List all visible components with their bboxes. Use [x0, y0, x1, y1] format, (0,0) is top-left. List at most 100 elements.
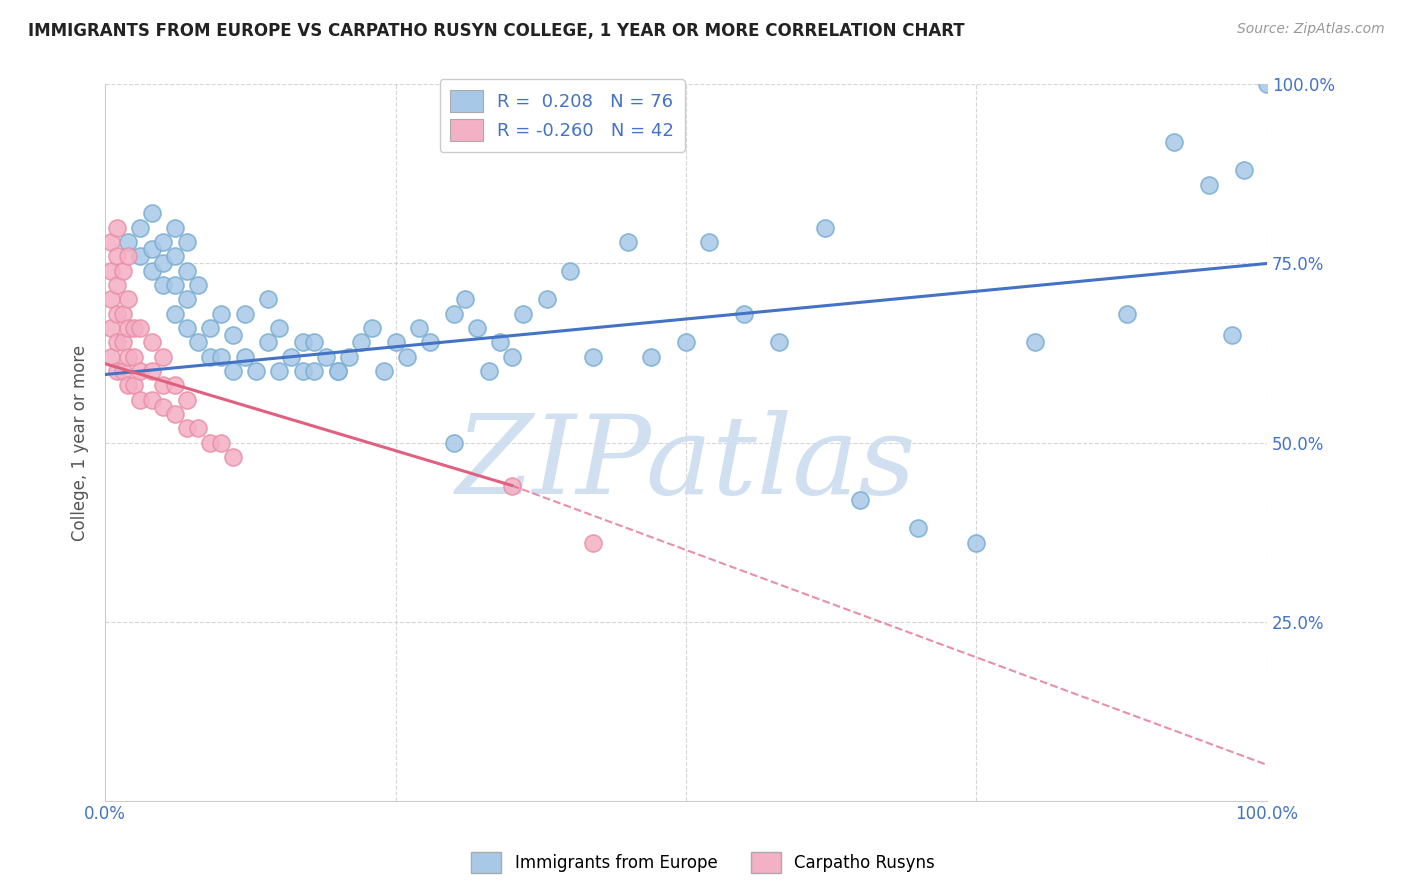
Point	[233, 307, 256, 321]
Point	[582, 350, 605, 364]
Point	[209, 350, 232, 364]
Point	[396, 350, 419, 364]
Point	[443, 307, 465, 321]
Point	[152, 378, 174, 392]
Point	[100, 263, 122, 277]
Point	[141, 392, 163, 407]
Point	[558, 263, 581, 277]
Point	[1163, 135, 1185, 149]
Point	[209, 435, 232, 450]
Point	[291, 364, 314, 378]
Point	[233, 350, 256, 364]
Point	[1256, 78, 1278, 92]
Point	[1024, 335, 1046, 350]
Point	[176, 263, 198, 277]
Point	[269, 364, 291, 378]
Point	[141, 335, 163, 350]
Point	[163, 407, 186, 421]
Point	[465, 321, 488, 335]
Point	[152, 277, 174, 292]
Point	[675, 335, 697, 350]
Point	[443, 435, 465, 450]
Point	[187, 421, 209, 435]
Point	[163, 277, 186, 292]
Point	[1198, 178, 1220, 192]
Point	[141, 263, 163, 277]
Point	[849, 492, 872, 507]
Point	[141, 242, 163, 256]
Point	[337, 350, 360, 364]
Point	[814, 220, 837, 235]
Point	[117, 378, 139, 392]
Point	[105, 220, 128, 235]
Point	[907, 521, 929, 535]
Point	[117, 235, 139, 249]
Point	[111, 263, 134, 277]
Point	[257, 293, 280, 307]
Point	[105, 307, 128, 321]
Point	[105, 364, 128, 378]
Point	[176, 421, 198, 435]
Point	[1233, 163, 1256, 178]
Point	[176, 321, 198, 335]
Point	[501, 350, 523, 364]
Legend: Immigrants from Europe, Carpatho Rusyns: Immigrants from Europe, Carpatho Rusyns	[464, 846, 942, 880]
Point	[163, 249, 186, 263]
Point	[100, 235, 122, 249]
Point	[733, 307, 755, 321]
Point	[209, 307, 232, 321]
Point	[198, 435, 221, 450]
Point	[176, 235, 198, 249]
Point	[245, 364, 267, 378]
Point	[163, 307, 186, 321]
Point	[100, 293, 122, 307]
Point	[141, 364, 163, 378]
Point	[257, 335, 280, 350]
Point	[198, 350, 221, 364]
Y-axis label: College, 1 year or more: College, 1 year or more	[72, 344, 89, 541]
Point	[280, 350, 302, 364]
Point	[269, 321, 291, 335]
Point	[129, 249, 152, 263]
Point	[222, 328, 245, 343]
Point	[129, 220, 152, 235]
Point	[326, 364, 349, 378]
Point	[187, 335, 209, 350]
Point	[105, 277, 128, 292]
Point	[222, 364, 245, 378]
Point	[163, 378, 186, 392]
Point	[373, 364, 395, 378]
Point	[350, 335, 373, 350]
Point	[304, 364, 326, 378]
Point	[105, 335, 128, 350]
Point	[419, 335, 441, 350]
Point	[105, 249, 128, 263]
Point	[111, 335, 134, 350]
Point	[111, 364, 134, 378]
Legend: R =  0.208   N = 76, R = -0.260   N = 42: R = 0.208 N = 76, R = -0.260 N = 42	[440, 79, 685, 153]
Point	[122, 321, 145, 335]
Point	[304, 335, 326, 350]
Point	[117, 249, 139, 263]
Point	[100, 350, 122, 364]
Point	[768, 335, 790, 350]
Point	[187, 277, 209, 292]
Point	[152, 235, 174, 249]
Point	[291, 335, 314, 350]
Point	[100, 321, 122, 335]
Point	[198, 321, 221, 335]
Point	[501, 478, 523, 492]
Point	[141, 206, 163, 220]
Point	[129, 392, 152, 407]
Point	[152, 256, 174, 270]
Point	[361, 321, 384, 335]
Point	[640, 350, 662, 364]
Point	[176, 293, 198, 307]
Point	[454, 293, 477, 307]
Point	[315, 350, 337, 364]
Point	[384, 335, 406, 350]
Point	[122, 378, 145, 392]
Point	[1116, 307, 1139, 321]
Point	[326, 364, 349, 378]
Point	[1220, 328, 1243, 343]
